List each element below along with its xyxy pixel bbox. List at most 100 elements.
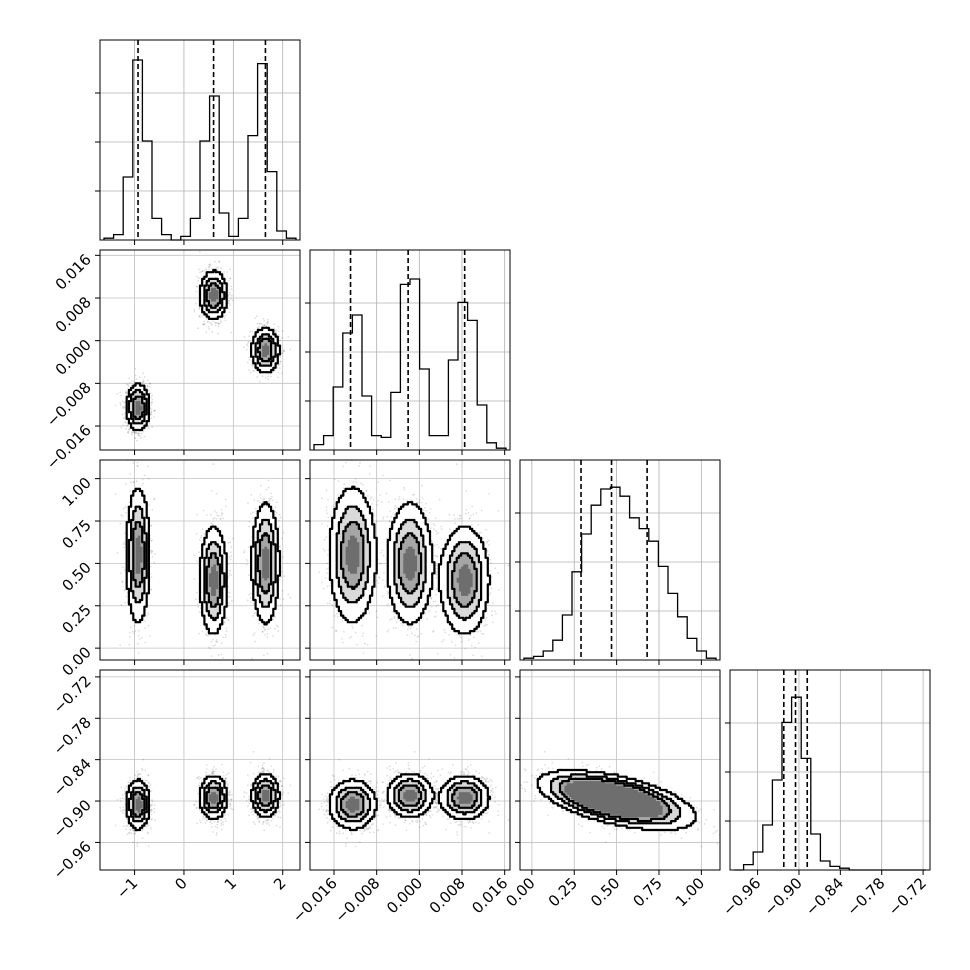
sample-point [154, 553, 156, 555]
density-cell [266, 341, 270, 344]
sample-point [132, 430, 135, 433]
sample-point [128, 643, 131, 646]
sample-point [272, 371, 275, 374]
sample-point [150, 396, 153, 399]
density-cell [262, 341, 265, 344]
sample-point [154, 409, 156, 412]
density-cell [128, 390, 132, 393]
sample-point [148, 504, 151, 507]
density-cell [208, 296, 212, 300]
contour-line [125, 268, 282, 432]
density-cell [222, 298, 225, 302]
density-cell [211, 272, 214, 275]
density-cell [142, 423, 145, 426]
density-cell [262, 334, 265, 338]
density-cell [126, 414, 130, 418]
sample-point [224, 314, 227, 317]
sample-point [193, 310, 196, 313]
contour-line [127, 277, 277, 425]
density-cell [264, 350, 268, 353]
density-cell [137, 423, 141, 426]
sample-point [137, 642, 139, 645]
density-cell [260, 341, 263, 344]
density-cell [137, 425, 141, 429]
density-cell [208, 274, 212, 278]
sample-point [151, 401, 153, 404]
sample-point [141, 478, 144, 481]
sample-point [137, 629, 140, 632]
density-cell [262, 338, 265, 342]
sample-point [134, 368, 137, 370]
density-cell [257, 358, 261, 362]
density-cell [137, 410, 141, 413]
sample-point [122, 566, 124, 569]
sample-point [281, 352, 284, 354]
sample-point [197, 327, 200, 330]
sample-point [277, 364, 280, 367]
sample-point [124, 416, 126, 419]
sample-point [201, 315, 204, 318]
density-cell [206, 281, 210, 284]
sample-point [142, 379, 145, 381]
sample-point [128, 382, 131, 384]
sample-point [119, 572, 122, 575]
sample-point [153, 497, 156, 500]
sample-point [148, 427, 151, 430]
sample-point [150, 524, 153, 527]
density-cell [137, 414, 141, 418]
density-cell [204, 276, 208, 280]
sample-point [224, 319, 227, 322]
histogram-step [103, 59, 297, 241]
density-cell [135, 412, 139, 415]
sample-point [131, 630, 134, 633]
sample-point [199, 271, 201, 274]
density-cell [211, 307, 214, 311]
density-cell [135, 385, 139, 389]
density-cell [273, 356, 276, 360]
sample-point [279, 362, 281, 365]
sample-point [266, 322, 269, 325]
density-cell [202, 278, 205, 282]
sample-point [121, 400, 124, 403]
density-cell [271, 361, 274, 364]
density-cell [266, 361, 270, 364]
sample-point [198, 314, 201, 317]
sample-point [123, 541, 125, 544]
density-cell [202, 305, 205, 309]
density-cell [133, 405, 136, 409]
density-cell [213, 292, 216, 295]
sample-point [123, 569, 126, 571]
density-cell [206, 294, 210, 298]
sample-point [149, 635, 151, 637]
sample-point [264, 324, 266, 326]
density-cell [271, 352, 274, 355]
sample-point [139, 435, 142, 438]
sample-point [123, 546, 126, 549]
density-cell [133, 392, 136, 395]
sample-point [216, 322, 219, 324]
density-cell [202, 281, 205, 284]
density-cell [206, 296, 210, 300]
density-cell [220, 296, 223, 300]
sample-point [230, 297, 233, 300]
density-cell [260, 347, 263, 351]
density-cell [217, 274, 221, 278]
sample-point [262, 317, 265, 320]
density-cell [211, 287, 214, 291]
sample-point [248, 369, 250, 371]
sample-point [150, 540, 153, 542]
density-cell [208, 307, 212, 311]
sample-point [193, 578, 196, 580]
sample-point [116, 392, 119, 395]
sample-point [249, 330, 252, 333]
density-cell [135, 410, 139, 413]
sample-point [230, 294, 233, 297]
sample-point [248, 335, 251, 337]
scatter-panel [100, 250, 300, 450]
sample-point [151, 509, 154, 511]
sample-point [213, 260, 216, 263]
sample-point [279, 339, 281, 342]
density-cell [133, 403, 136, 406]
sample-point [281, 372, 283, 375]
sample-point [151, 401, 153, 403]
